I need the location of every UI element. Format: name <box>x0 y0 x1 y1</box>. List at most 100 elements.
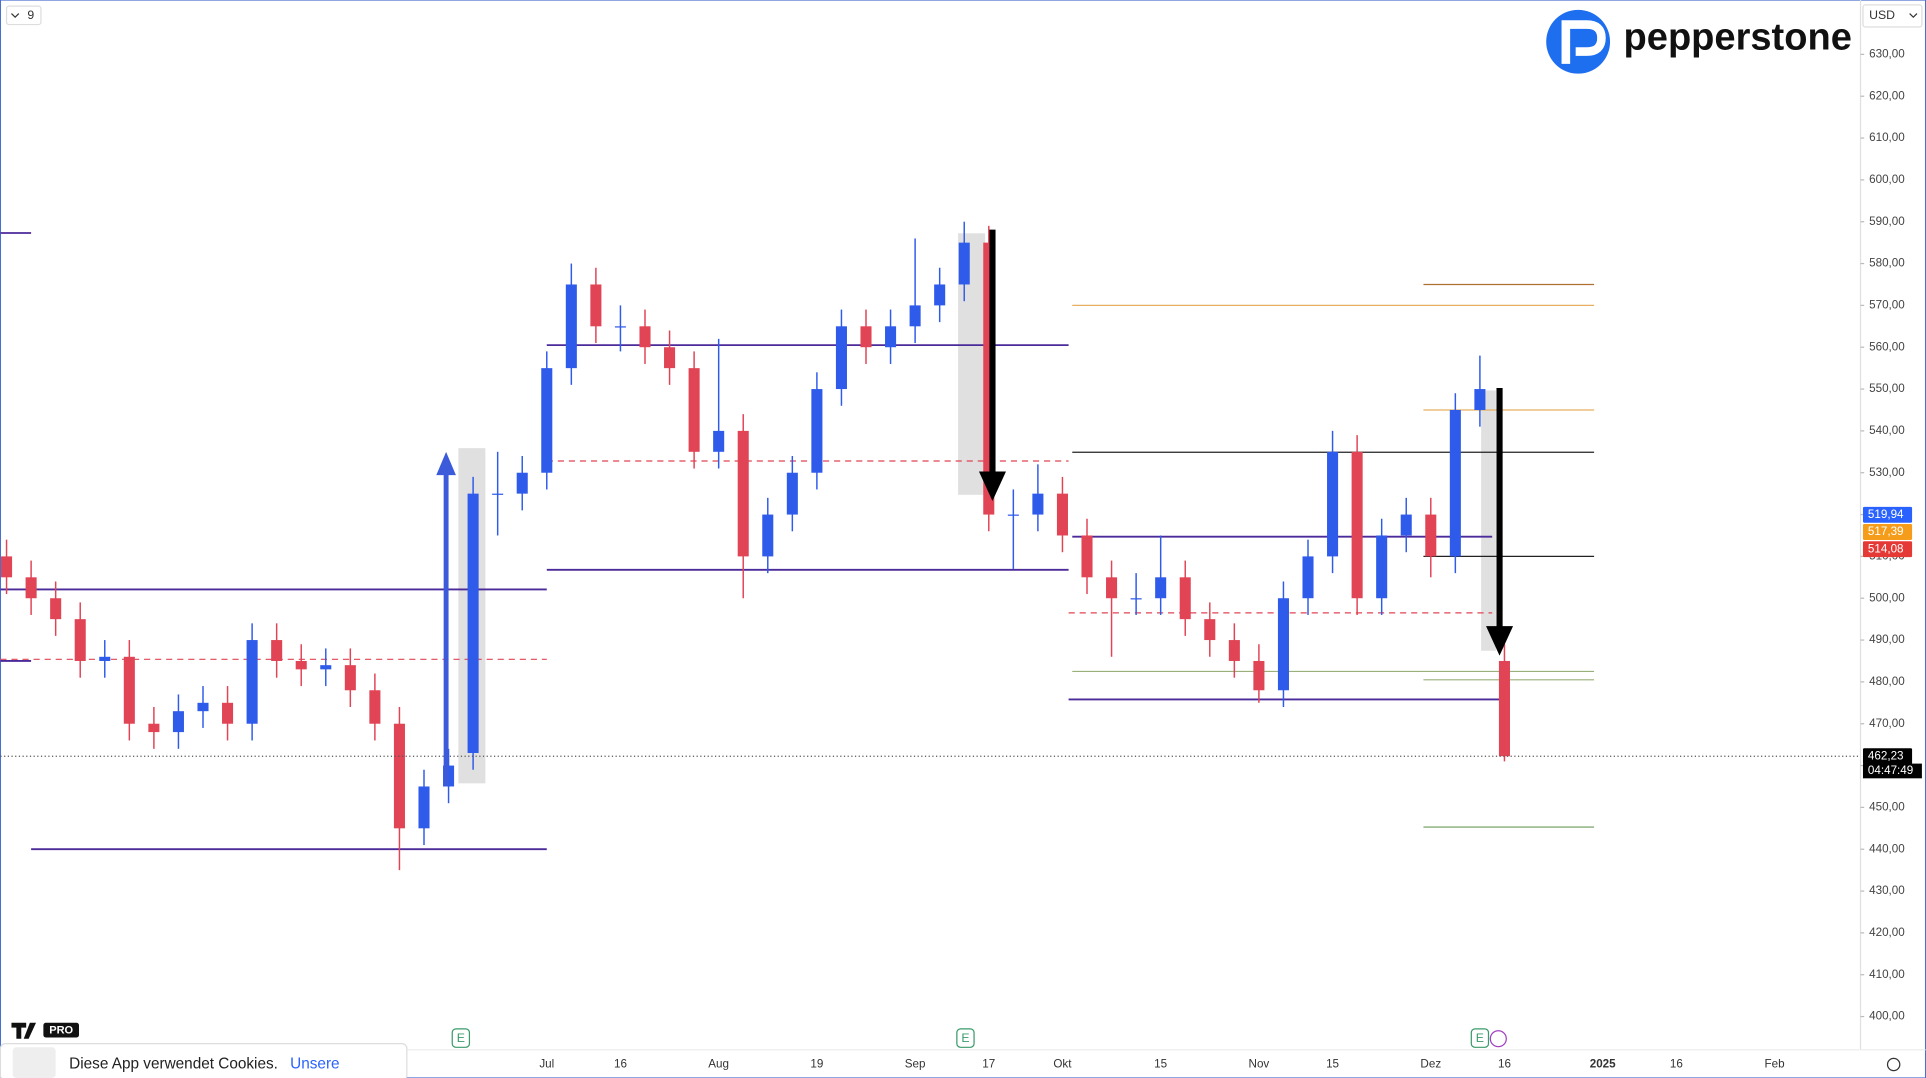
candle-body <box>1 556 13 578</box>
candle-body <box>1032 493 1044 515</box>
candle-body <box>958 242 970 285</box>
y-tick-label: 420,00 <box>1869 926 1905 939</box>
x-tick-label: Aug <box>708 1058 729 1071</box>
interval-button[interactable]: 9 <box>5 5 42 26</box>
price-label: 462,23 <box>1868 749 1904 762</box>
event-badge[interactable] <box>1489 1030 1507 1048</box>
button-box[interactable] <box>1862 4 1923 28</box>
candle-body <box>639 326 651 348</box>
y-tick-label: 580,00 <box>1869 257 1905 270</box>
price-label-box <box>1862 506 1913 523</box>
currency-button[interactable]: USD <box>1862 4 1923 28</box>
x-tick-label: Okt <box>1053 1058 1072 1071</box>
earnings-label[interactable]: E <box>1476 1031 1484 1045</box>
candle-body <box>713 430 725 452</box>
candle-body <box>811 389 823 473</box>
candle-body <box>50 598 62 620</box>
price-label-box <box>1862 524 1913 540</box>
x-tick-label: Jul <box>539 1058 554 1071</box>
cookie-link[interactable]: Unsere <box>290 1056 339 1073</box>
y-tick-label: 400,00 <box>1869 1010 1905 1023</box>
earnings-badge[interactable] <box>451 1028 471 1048</box>
candle-body <box>1351 451 1363 599</box>
candle-body <box>934 284 946 306</box>
y-tick-label: 540,00 <box>1869 424 1905 437</box>
x-tick-label: Sep <box>905 1058 926 1071</box>
chevron <box>1909 13 1918 19</box>
x-tick-label: Nov <box>1249 1058 1270 1071</box>
button-box[interactable] <box>5 5 42 26</box>
y-tick-label: 610,00 <box>1869 131 1905 144</box>
brand-logo: pepperstone <box>1546 9 1852 74</box>
candle-body <box>786 472 798 515</box>
candle-body <box>1425 514 1437 557</box>
price-label-box <box>1862 541 1913 558</box>
candle-body <box>271 640 283 661</box>
candle-body <box>1130 598 1142 600</box>
candle-body <box>1253 660 1265 691</box>
plot-area <box>0 221 1861 871</box>
candle-body <box>688 368 700 452</box>
x-tick-label: 15 <box>1154 1058 1167 1071</box>
candle-body <box>123 656 135 724</box>
candle-body <box>1302 556 1314 599</box>
candle-body <box>1179 577 1191 620</box>
candle-body <box>1474 389 1486 410</box>
y-tick-label: 440,00 <box>1869 842 1905 855</box>
annotations <box>436 229 1514 786</box>
x-tick-label: 16 <box>614 1058 627 1071</box>
countdown: 04:47:49 <box>1868 764 1913 777</box>
candle-body <box>99 656 111 661</box>
candle-body <box>74 619 86 661</box>
earnings-label[interactable]: E <box>961 1031 969 1045</box>
candle-body <box>1277 598 1289 691</box>
arrow-head <box>436 451 456 476</box>
candle-body <box>1081 535 1093 578</box>
candle-body <box>25 577 37 599</box>
x-tick-label: 2025 <box>1590 1058 1616 1071</box>
candle-body <box>1327 451 1339 557</box>
candle-body <box>492 493 504 495</box>
candle-body <box>1376 535 1388 599</box>
price-label: 519,94 <box>1868 508 1904 521</box>
candle-body <box>197 702 209 712</box>
y-tick-label: 450,00 <box>1869 800 1905 813</box>
interval-label[interactable]: 9 <box>27 8 34 22</box>
candle-body <box>1155 577 1167 599</box>
earnings-badge[interactable] <box>1470 1028 1490 1048</box>
candle-body <box>664 347 676 369</box>
y-tick-label: 550,00 <box>1869 382 1905 395</box>
candle-body <box>614 326 626 328</box>
candle-body <box>1007 514 1019 516</box>
candle-body <box>909 305 921 327</box>
x-tick-label: Dez <box>1420 1058 1441 1071</box>
candle-body <box>1400 514 1412 536</box>
x-tick-label: 19 <box>810 1058 823 1071</box>
badge <box>43 1022 79 1038</box>
candle-body <box>1228 640 1240 661</box>
earnings-badge[interactable] <box>956 1028 975 1048</box>
candle-body <box>246 640 258 724</box>
highlight-zone <box>1481 390 1496 651</box>
currency-label[interactable]: USD <box>1869 8 1895 22</box>
candle-body <box>516 472 528 494</box>
arrow-head <box>1486 626 1514 656</box>
settings-icon[interactable] <box>1886 1057 1901 1072</box>
earnings-markers[interactable]: E E E <box>451 1028 1507 1048</box>
candle-body <box>369 690 381 724</box>
y-tick-label: 530,00 <box>1869 466 1905 479</box>
chevron <box>11 13 20 19</box>
y-tick-label: 630,00 <box>1869 47 1905 60</box>
candle-body <box>295 660 307 670</box>
earnings-label[interactable]: E <box>457 1031 465 1045</box>
countdown-box <box>1862 763 1922 779</box>
candle-body <box>467 493 479 754</box>
price-label: 517,39 <box>1868 525 1904 538</box>
candle-body <box>418 786 430 829</box>
badge-label: PRO <box>49 1025 73 1037</box>
candle-body <box>148 723 160 733</box>
candle-body <box>762 514 774 557</box>
x-tick-label: Feb <box>1765 1058 1785 1071</box>
candle-body <box>737 430 749 557</box>
